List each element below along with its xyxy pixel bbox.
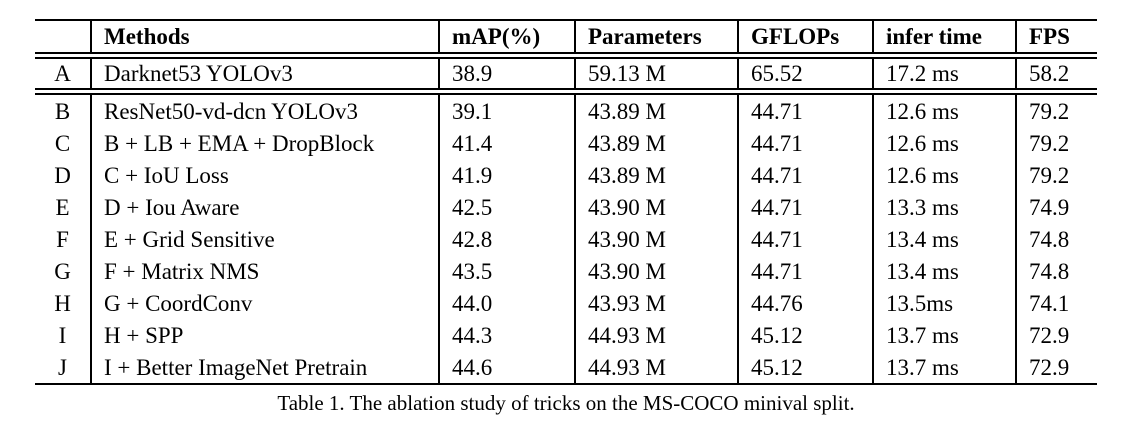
row-label-cell: A — [54, 61, 71, 86]
fps-cell: 74.8 — [1015, 223, 1097, 255]
method-cell: G + CoordConv — [90, 287, 438, 319]
params-cell: 43.89 M — [574, 95, 737, 127]
fps-cell: 79.2 — [1015, 95, 1097, 127]
params-cell: 43.89 M — [574, 127, 737, 159]
gflops-cell: 45.12 — [737, 351, 872, 383]
table-header-row: Methods mAP(%) Parameters GFLOPs infer t… — [35, 21, 1097, 52]
header-gflops: GFLOPs — [737, 21, 872, 52]
row-label-cell: G — [54, 258, 71, 284]
map-cell: 44.0 — [438, 287, 574, 319]
row-label-cell: I — [58, 322, 67, 348]
infer-time-cell: 13.4 ms — [872, 223, 1015, 255]
table-row: B ResNet50-vd-dcn YOLOv3 39.1 43.89 M 44… — [35, 95, 1097, 127]
row-label-cell: J — [58, 354, 67, 380]
method-cell: H + SPP — [90, 319, 438, 351]
infer-time-cell: 13.3 ms — [872, 191, 1015, 223]
table-row: C B + LB + EMA + DropBlock 41.4 43.89 M … — [35, 127, 1097, 159]
table-row: G F + Matrix NMS 43.5 43.90 M 44.71 13.4… — [35, 255, 1097, 287]
row-label-cell: C — [54, 130, 71, 156]
params-cell: 43.93 M — [574, 287, 737, 319]
infer-time-cell: 13.7 ms — [872, 319, 1015, 351]
method-cell: I + Better ImageNet Pretrain — [90, 351, 438, 383]
infer-time-cell: 12.6 ms — [872, 159, 1015, 191]
row-label-cell: E — [55, 194, 70, 220]
table-row: H G + CoordConv 44.0 43.93 M 44.76 13.5m… — [35, 287, 1097, 319]
gflops-cell: 44.71 — [737, 191, 872, 223]
map-cell: 42.5 — [438, 191, 574, 223]
infer-time-cell: 12.6 ms — [872, 127, 1015, 159]
method-cell: B + LB + EMA + DropBlock — [90, 127, 438, 159]
header-infer-time: infer time — [872, 21, 1015, 52]
map-cell: 41.9 — [438, 159, 574, 191]
params-cell: 44.93 M — [574, 351, 737, 383]
baseline-group-divider — [35, 88, 1097, 95]
map-cell: 42.8 — [438, 223, 574, 255]
params-cell: 43.90 M — [574, 223, 737, 255]
fps-cell: 74.9 — [1015, 191, 1097, 223]
method-cell: E + Grid Sensitive — [90, 223, 438, 255]
gflops-cell: 44.71 — [737, 255, 872, 287]
ablation-table: Methods mAP(%) Parameters GFLOPs infer t… — [35, 19, 1097, 385]
table-row: E D + Iou Aware 42.5 43.90 M 44.71 13.3 … — [35, 191, 1097, 223]
table-top-rule — [35, 19, 1097, 21]
infer-time-cell: 12.6 ms — [872, 95, 1015, 127]
map-cell: 38.9 — [438, 59, 574, 88]
fps-cell: 79.2 — [1015, 159, 1097, 191]
row-label-cell: F — [56, 226, 69, 252]
table-row: I H + SPP 44.3 44.93 M 45.12 13.7 ms 72.… — [35, 319, 1097, 351]
table-caption: Table 1. The ablation study of tricks on… — [277, 391, 855, 415]
gflops-cell: 44.71 — [737, 159, 872, 191]
infer-time-cell: 13.5ms — [872, 287, 1015, 319]
row-label-cell: B — [54, 98, 71, 124]
map-cell: 44.6 — [438, 351, 574, 383]
fps-cell: 74.1 — [1015, 287, 1097, 319]
table-bottom-rule — [35, 383, 1097, 385]
fps-cell: 72.9 — [1015, 319, 1097, 351]
map-cell: 43.5 — [438, 255, 574, 287]
infer-time-cell: 13.4 ms — [872, 255, 1015, 287]
header-index — [35, 21, 90, 52]
fps-cell: 74.8 — [1015, 255, 1097, 287]
method-cell: Darknet53 YOLOv3 — [90, 59, 438, 88]
gflops-cell: 44.71 — [737, 95, 872, 127]
row-label-cell: D — [54, 162, 71, 188]
params-cell: 43.89 M — [574, 159, 737, 191]
method-cell: ResNet50-vd-dcn YOLOv3 — [90, 95, 438, 127]
map-cell: 41.4 — [438, 127, 574, 159]
header-map: mAP(%) — [438, 21, 574, 52]
map-cell: 44.3 — [438, 319, 574, 351]
method-cell: F + Matrix NMS — [90, 255, 438, 287]
params-cell: 43.90 M — [574, 255, 737, 287]
gflops-cell: 45.12 — [737, 319, 872, 351]
gflops-cell: 44.71 — [737, 127, 872, 159]
params-cell: 43.90 M — [574, 191, 737, 223]
table-row: A Darknet53 YOLOv3 38.9 59.13 M 65.52 17… — [35, 59, 1097, 88]
table-row: J I + Better ImageNet Pretrain 44.6 44.9… — [35, 351, 1097, 383]
gflops-cell: 44.71 — [737, 223, 872, 255]
header-body-divider — [35, 52, 1097, 59]
fps-cell: 79.2 — [1015, 127, 1097, 159]
fps-cell: 58.2 — [1015, 59, 1097, 88]
method-cell: D + Iou Aware — [90, 191, 438, 223]
method-cell: C + IoU Loss — [90, 159, 438, 191]
gflops-cell: 44.76 — [737, 287, 872, 319]
header-fps: FPS — [1015, 21, 1097, 52]
infer-time-cell: 13.7 ms — [872, 351, 1015, 383]
infer-time-cell: 17.2 ms — [872, 59, 1015, 88]
header-methods: Methods — [90, 21, 438, 52]
fps-cell: 72.9 — [1015, 351, 1097, 383]
params-cell: 44.93 M — [574, 319, 737, 351]
params-cell: 59.13 M — [574, 59, 737, 88]
gflops-cell: 65.52 — [737, 59, 872, 88]
row-label-cell: H — [54, 290, 71, 316]
header-parameters: Parameters — [574, 21, 737, 52]
table-row: D C + IoU Loss 41.9 43.89 M 44.71 12.6 m… — [35, 159, 1097, 191]
table-row: F E + Grid Sensitive 42.8 43.90 M 44.71 … — [35, 223, 1097, 255]
map-cell: 39.1 — [438, 95, 574, 127]
